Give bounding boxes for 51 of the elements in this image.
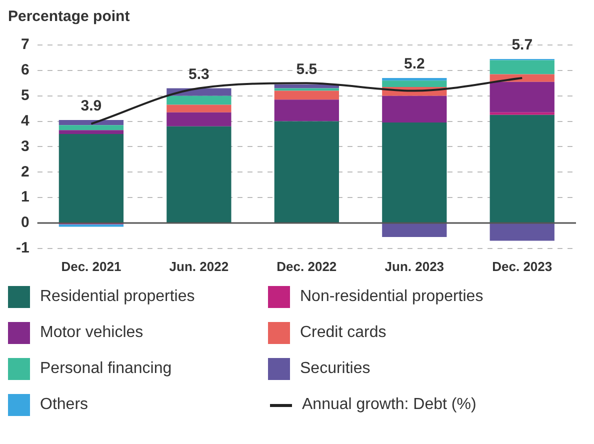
legend-label: Non-residential properties (300, 288, 484, 306)
bar (166, 104, 232, 112)
x-tick-label: Dec. 2021 (61, 258, 122, 274)
data-label: 5.7 (512, 36, 533, 54)
y-axis-title: Percentage point (8, 8, 131, 27)
bar (274, 88, 339, 91)
bar (274, 90, 339, 100)
y-tick-label: 5 (20, 86, 30, 104)
bar (166, 96, 232, 105)
bar (490, 114, 554, 222)
y-tick-label: 3 (20, 138, 30, 155)
x-tick-label: Dec. 2023 (492, 258, 552, 274)
bar (58, 120, 124, 126)
bar (58, 224, 124, 227)
legend-label: Personal financing (40, 360, 172, 378)
y-tick-label: 0 (20, 214, 30, 232)
x-tick-label: Jun. 2023 (384, 258, 444, 274)
y-tick-label: 4 (20, 112, 30, 130)
y-tick-label: -1 (16, 240, 30, 257)
y-tick-label: 1 (20, 188, 30, 206)
x-tick-label: Dec. 2022 (276, 258, 337, 274)
legend-label: Securities (300, 360, 370, 378)
bar (274, 121, 339, 222)
bar (58, 125, 124, 130)
y-tick-label: 6 (20, 62, 30, 79)
bar (382, 223, 447, 237)
legend-label: Motor vehicles (40, 324, 144, 342)
y-tick-label: 7 (20, 36, 30, 54)
y-tick-label: 2 (20, 163, 30, 180)
legend-label: Residential properties (40, 288, 195, 306)
bar (166, 112, 232, 126)
bar (382, 96, 447, 123)
legend-label: Others (40, 396, 88, 414)
bar (382, 78, 447, 81)
bar (58, 134, 124, 222)
data-label: 5.5 (296, 60, 318, 78)
data-label: 3.9 (80, 98, 102, 115)
bar (490, 112, 554, 115)
bar (382, 80, 447, 87)
bar (166, 126, 232, 222)
data-label: 5.3 (188, 66, 210, 83)
bar (490, 60, 554, 74)
legend-label: Annual growth: Debt (%) (302, 396, 476, 414)
bar (490, 223, 554, 241)
x-tick-label: Jun. 2022 (169, 258, 229, 274)
legend-label: Credit cards (300, 324, 386, 342)
data-label: 5.2 (404, 56, 425, 73)
bar (58, 130, 124, 134)
bar (274, 100, 339, 122)
bar (382, 122, 447, 222)
bar (490, 82, 554, 112)
